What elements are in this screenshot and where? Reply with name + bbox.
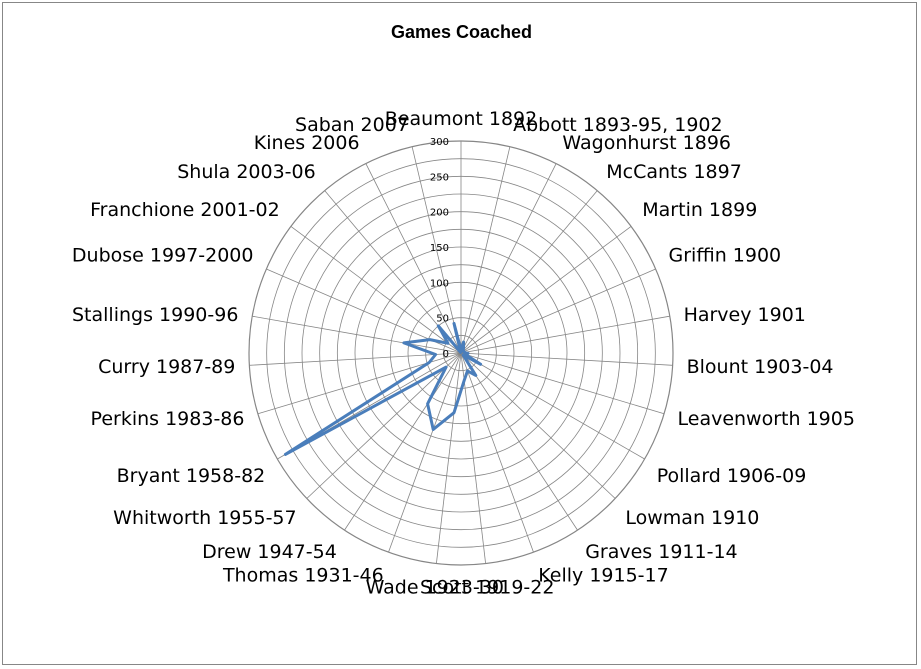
tick-label: 0 — [443, 349, 449, 360]
category-label: Thomas 1931-46 — [222, 564, 384, 586]
category-label: Abbott 1893-95, 1902 — [513, 114, 723, 136]
category-label: Wade 1923-30 — [366, 576, 504, 598]
grid-spoke — [460, 352, 645, 460]
tick-label: 250 — [430, 172, 449, 183]
grid-spoke — [249, 352, 462, 366]
grid-spoke — [460, 315, 670, 354]
grid-spoke — [460, 352, 665, 415]
tick-label: 300 — [430, 137, 449, 148]
grid-spoke — [435, 352, 462, 564]
category-label: Whitworth 1955-57 — [113, 507, 296, 529]
category-label: Wagonhurst 1896 — [562, 132, 731, 154]
category-label: Saban 2007 — [295, 114, 409, 136]
category-label: Kines 2006 — [254, 132, 360, 154]
grid-spoke — [290, 226, 462, 354]
category-label: McCants 1897 — [606, 161, 742, 183]
grid-spoke — [460, 226, 632, 354]
category-label: Pollard 1906-09 — [657, 465, 807, 487]
grid-spoke — [365, 163, 462, 354]
category-label: Blount 1903-04 — [687, 356, 834, 378]
grid-spoke — [252, 315, 462, 354]
category-label: Leavenworth 1905 — [678, 408, 855, 430]
grid-spoke — [460, 268, 656, 354]
category-label: Griffin 1900 — [669, 244, 782, 266]
chart-title: Games Coached — [390, 22, 533, 42]
grid-spoke — [460, 352, 487, 564]
grid-spoke — [460, 352, 673, 366]
tick-label: 150 — [430, 243, 449, 254]
tick-label: 100 — [430, 278, 449, 289]
category-label: Drew 1947-54 — [202, 541, 337, 563]
category-label: Stallings 1990-96 — [72, 304, 238, 326]
grid-spoke — [460, 352, 616, 499]
grid-spoke — [460, 352, 578, 531]
category-label: Shula 2003-06 — [177, 161, 316, 183]
category-label: Curry 1987-89 — [98, 356, 235, 378]
grid-spoke — [344, 352, 462, 531]
category-label: Harvey 1901 — [684, 304, 806, 326]
category-label: Kelly 1915-17 — [538, 564, 668, 586]
grid-spoke — [460, 190, 598, 354]
grid-spoke — [411, 146, 462, 354]
category-label: Beaumont 1892 — [385, 108, 537, 130]
grid-spoke — [306, 352, 462, 499]
series-line — [283, 321, 483, 456]
grid-spoke — [460, 163, 557, 354]
category-label: Perkins 1983-86 — [91, 408, 245, 430]
category-label: Franchione 2001-02 — [90, 199, 280, 221]
tick-label: 50 — [436, 314, 449, 325]
grid-spoke — [388, 352, 462, 553]
tick-label: 200 — [430, 208, 449, 219]
category-label: Lowman 1910 — [625, 507, 759, 529]
grid-spoke — [460, 352, 534, 553]
category-label: Graves 1911-14 — [585, 541, 737, 563]
grid-spoke — [460, 146, 511, 354]
category-label: Dubose 1997-2000 — [72, 244, 254, 266]
category-label: Scott 1919-22 — [420, 576, 554, 598]
category-label: Bryant 1958-82 — [117, 465, 266, 487]
category-label: Martin 1899 — [642, 199, 757, 221]
